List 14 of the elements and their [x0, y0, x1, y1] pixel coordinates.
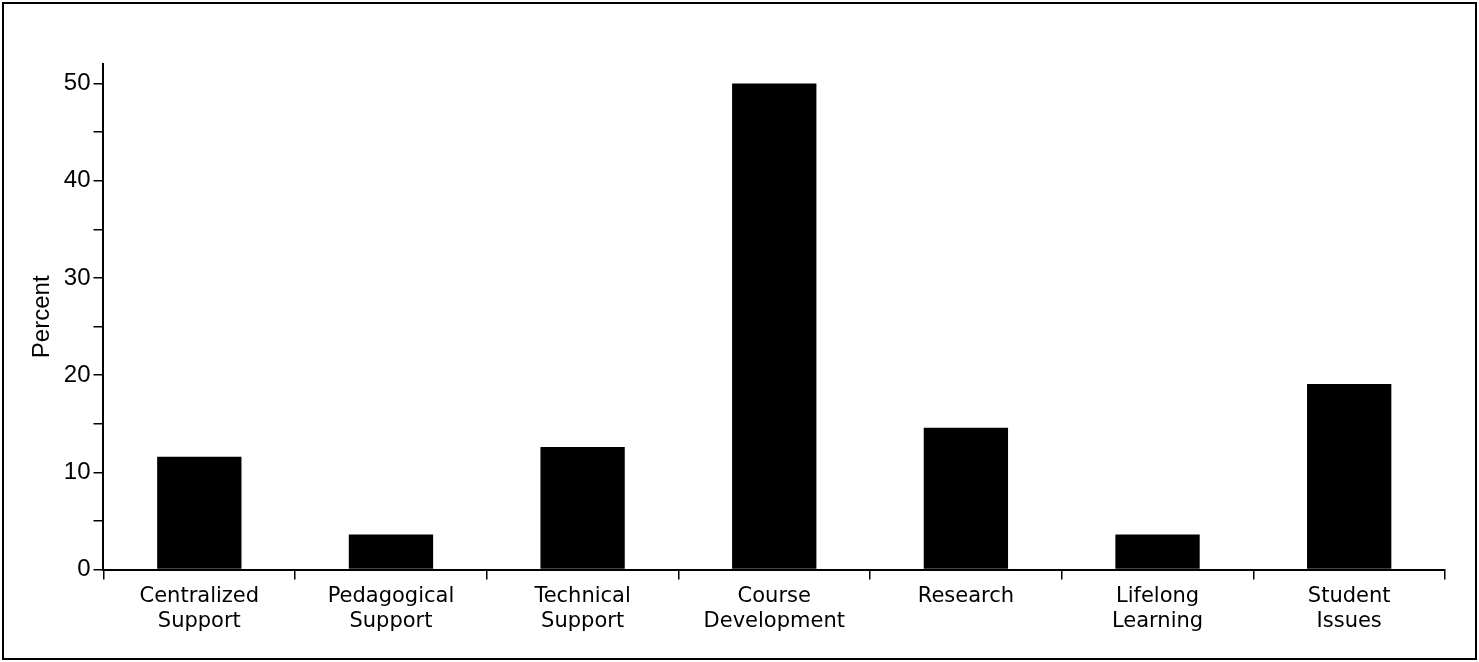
y-tick-label: 40 [63, 165, 91, 193]
y-tick-label: 20 [63, 359, 91, 387]
y-tick-label: 50 [63, 68, 91, 96]
y-tick-label: 30 [63, 262, 91, 290]
x-tick-label: Research [917, 582, 1015, 607]
x-tick-label: Centralized Support [139, 582, 260, 632]
x-tick-label: Technical Support [533, 582, 631, 632]
x-tick-label: Pedagogical Support [327, 582, 455, 632]
x-tick-label: Course Development [703, 582, 845, 632]
x-tick-label: Lifelong Learning [1111, 582, 1204, 632]
y-tick-label: 10 [63, 456, 91, 484]
y-tick-label: 0 [77, 554, 91, 582]
y-axis-title: Percent [27, 275, 55, 359]
x-tick-label: Student Issues [1307, 582, 1391, 632]
